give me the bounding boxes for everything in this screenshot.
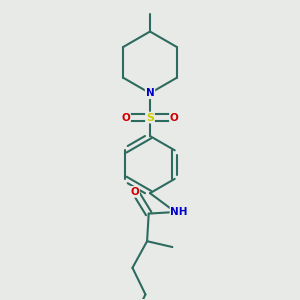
Text: O: O <box>121 112 130 122</box>
Text: NH: NH <box>170 207 188 217</box>
Text: O: O <box>170 112 179 122</box>
Text: O: O <box>130 187 139 197</box>
Text: S: S <box>146 112 154 122</box>
Text: N: N <box>146 88 154 98</box>
